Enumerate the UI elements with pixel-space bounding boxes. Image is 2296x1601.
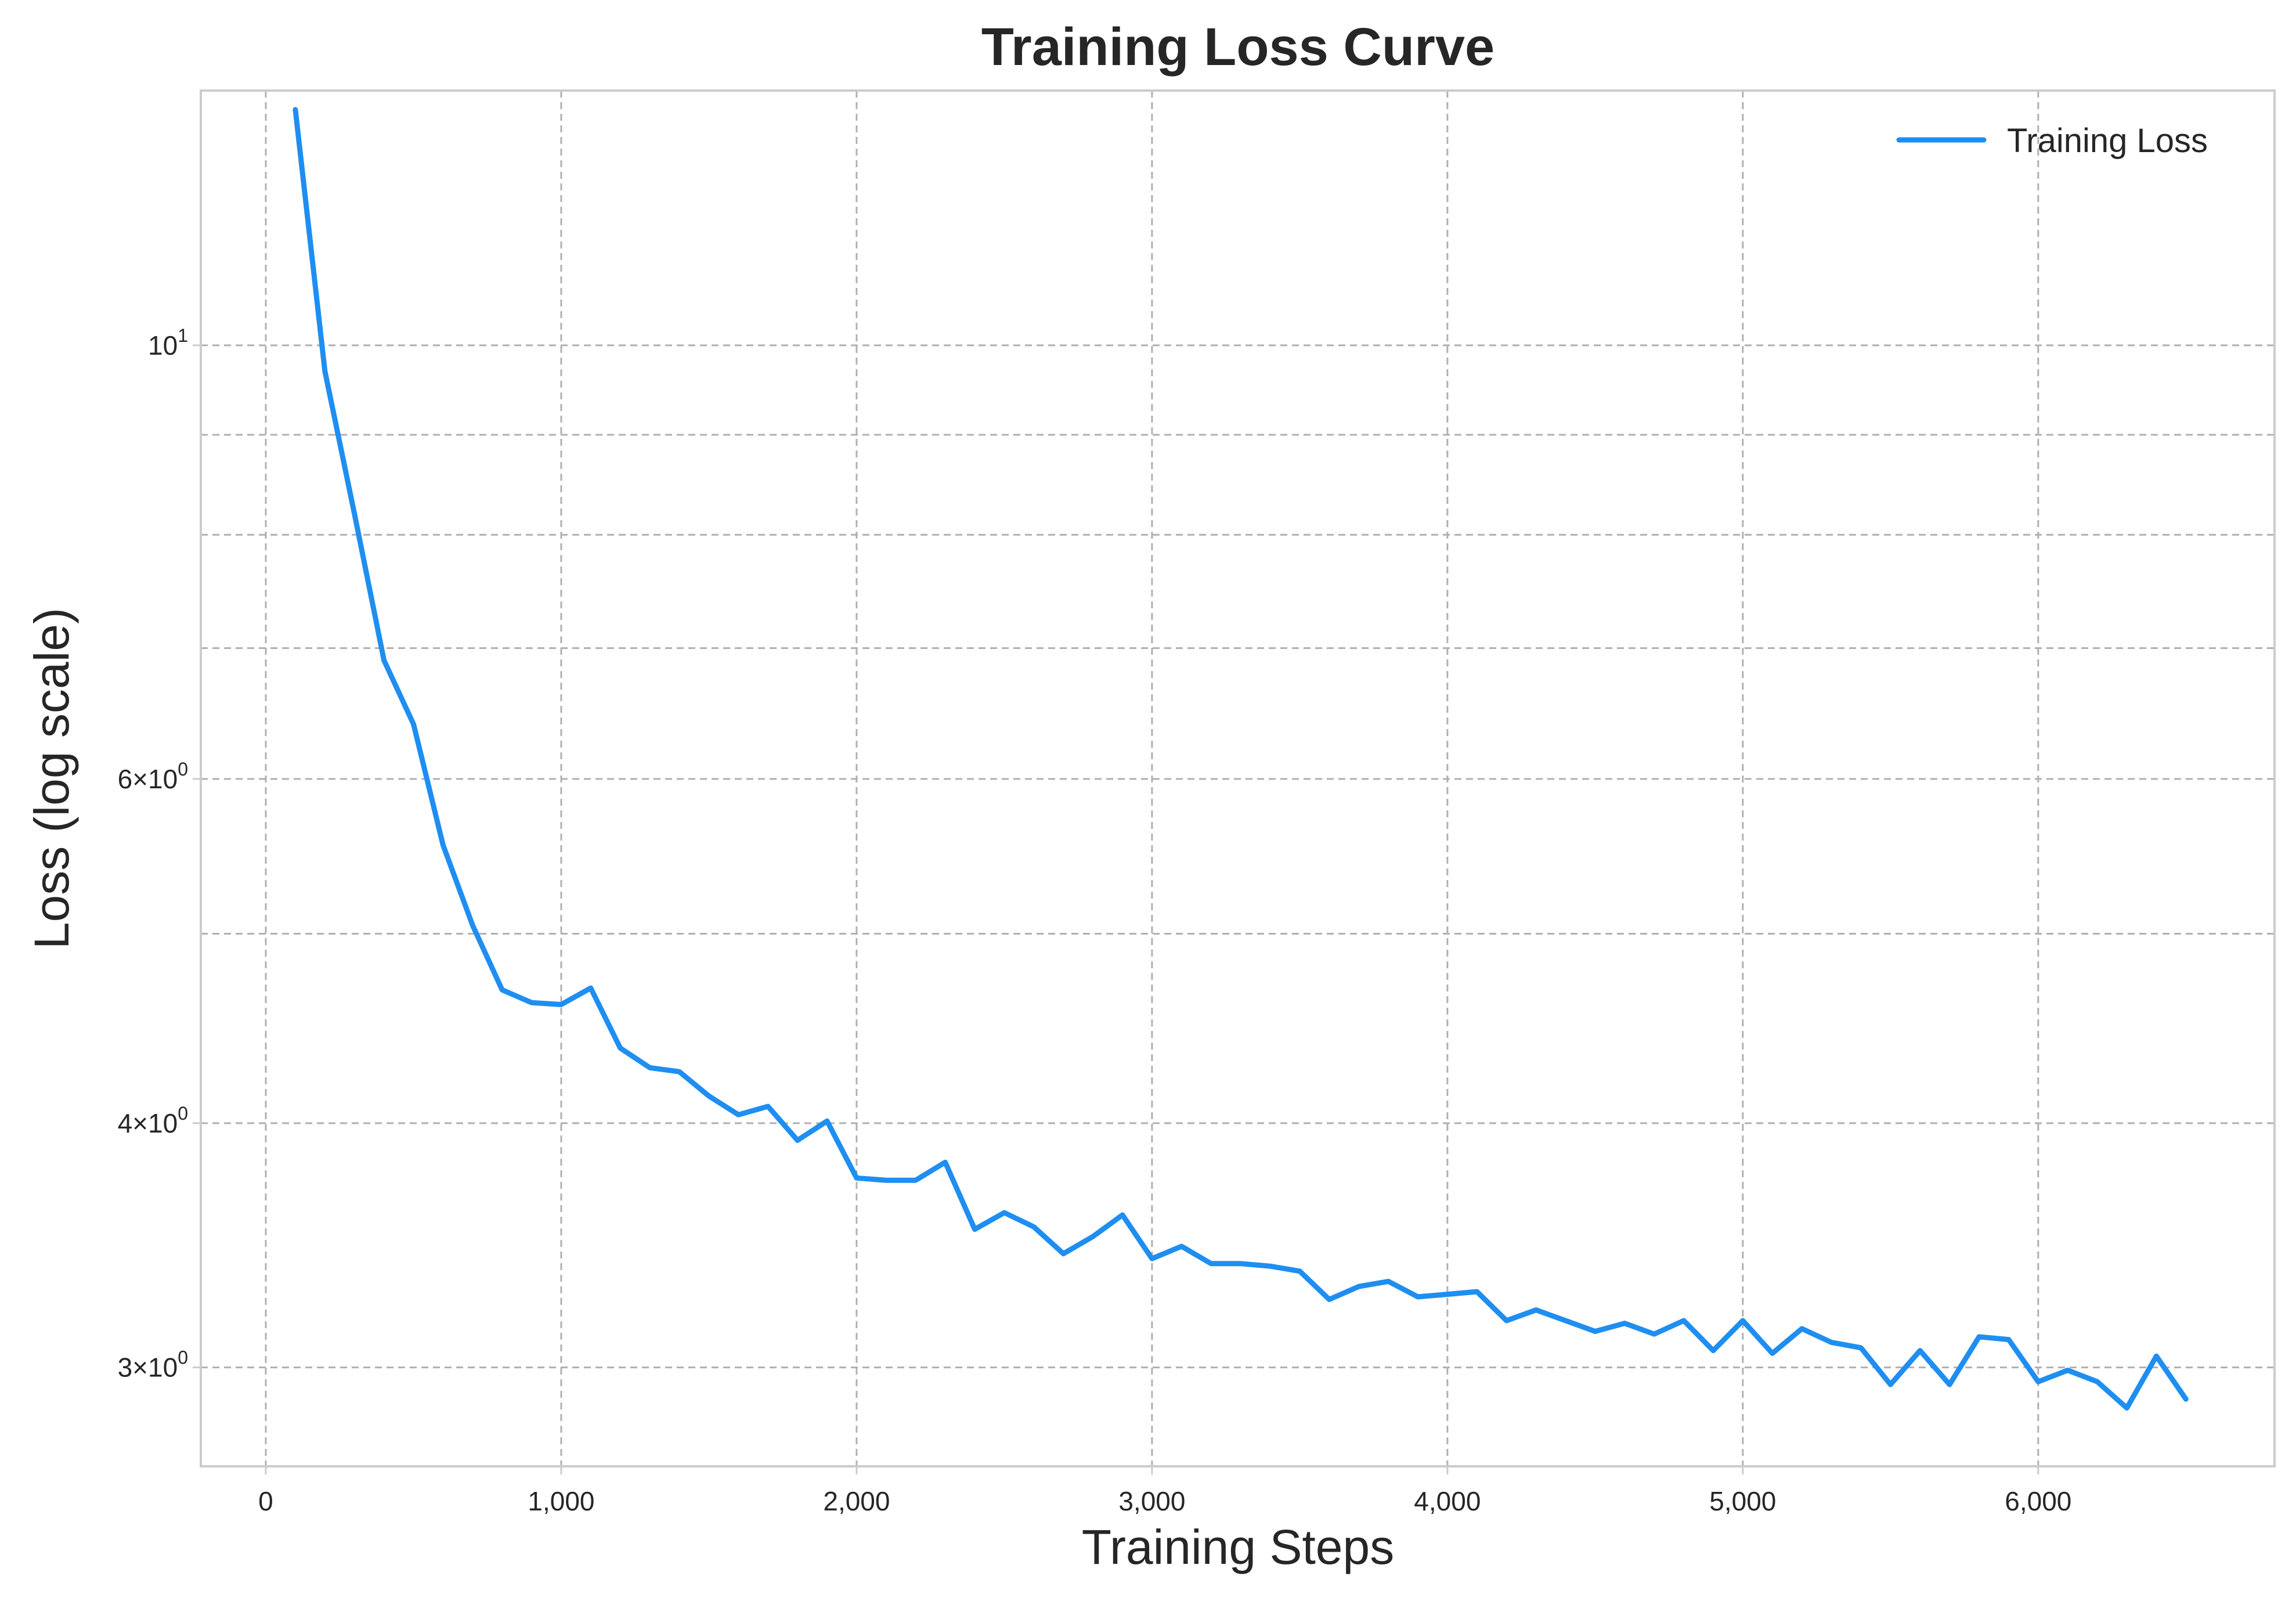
plot-frame xyxy=(200,89,2276,1467)
x-tick-label: 2,000 xyxy=(823,1486,890,1516)
data-point xyxy=(677,1069,683,1074)
chart-title: Training Loss Curve xyxy=(981,17,1494,77)
data-point xyxy=(2095,1379,2100,1384)
data-point xyxy=(1770,1350,1775,1356)
data-point xyxy=(2065,1368,2071,1373)
data-point xyxy=(883,1177,889,1183)
y-axis-ticks: 101 6×100 4×100 3×100 xyxy=(118,325,201,1383)
data-point xyxy=(618,1045,623,1051)
y-tick-label: 4×100 xyxy=(118,1103,188,1138)
data-point xyxy=(352,511,358,517)
data-point xyxy=(1799,1326,1805,1332)
data-point xyxy=(1356,1283,1362,1289)
legend-label: Training Loss xyxy=(2007,122,2208,160)
data-point xyxy=(440,842,446,848)
data-point xyxy=(293,107,298,113)
data-point xyxy=(588,985,594,991)
data-point xyxy=(2124,1405,2130,1411)
data-point xyxy=(1622,1321,1627,1326)
y-tick-label: 3×100 xyxy=(118,1347,188,1383)
data-point xyxy=(381,658,387,664)
data-point xyxy=(1238,1261,1244,1267)
y-axis-label: Loss (log scale) xyxy=(24,608,79,949)
data-point xyxy=(1504,1318,1510,1324)
series-points xyxy=(293,107,2189,1411)
data-point xyxy=(972,1227,978,1232)
grid xyxy=(201,91,2275,1466)
data-point xyxy=(735,1112,741,1117)
data-point xyxy=(1385,1278,1391,1284)
data-point xyxy=(1651,1331,1657,1337)
data-point xyxy=(1268,1263,1273,1269)
data-point xyxy=(647,1065,653,1070)
y-tick-label: 6×100 xyxy=(118,759,188,794)
data-point xyxy=(1740,1318,1746,1324)
x-axis-ticks: 0 1,000 2,000 3,000 4,000 5,000 6,000 xyxy=(258,1466,2071,1516)
x-axis-label: Training Steps xyxy=(1082,1520,1395,1574)
data-point xyxy=(1149,1256,1155,1261)
data-point xyxy=(765,1104,771,1109)
x-tick-label: 4,000 xyxy=(1414,1486,1481,1516)
data-point xyxy=(1326,1297,1332,1303)
data-point xyxy=(1208,1261,1214,1267)
data-point xyxy=(1415,1294,1421,1300)
data-point xyxy=(558,1002,564,1008)
data-point xyxy=(1563,1318,1569,1324)
data-point xyxy=(1060,1251,1066,1257)
data-point xyxy=(1947,1382,1952,1387)
data-point xyxy=(824,1118,830,1124)
data-point xyxy=(322,368,328,374)
x-tick-label: 5,000 xyxy=(1709,1486,1776,1516)
data-point xyxy=(1001,1210,1007,1216)
x-tick-label: 1,000 xyxy=(528,1486,594,1516)
data-point xyxy=(1445,1292,1450,1297)
data-point xyxy=(1829,1339,1835,1345)
data-point xyxy=(1031,1224,1037,1230)
y-tick-label: 101 xyxy=(148,325,188,360)
x-tick-label: 0 xyxy=(258,1486,273,1516)
x-tick-label: 3,000 xyxy=(1118,1486,1185,1516)
legend: Training Loss xyxy=(1896,122,2208,160)
data-point xyxy=(529,1000,535,1005)
data-point xyxy=(1090,1234,1096,1239)
data-point xyxy=(1179,1243,1185,1249)
data-point xyxy=(1120,1212,1125,1218)
series-line-training-loss xyxy=(293,107,2189,1411)
data-point xyxy=(2035,1379,2041,1384)
data-point xyxy=(854,1175,860,1181)
data-point xyxy=(1592,1329,1598,1335)
data-point xyxy=(795,1137,800,1143)
data-point xyxy=(1858,1345,1864,1351)
data-point xyxy=(943,1159,948,1165)
x-tick-label: 6,000 xyxy=(2005,1486,2071,1516)
data-point xyxy=(913,1177,919,1183)
data-point xyxy=(499,987,505,993)
data-point xyxy=(1917,1348,1923,1354)
data-point xyxy=(2006,1337,2012,1343)
data-point xyxy=(2183,1396,2189,1402)
data-point xyxy=(706,1093,712,1099)
data-point xyxy=(1297,1268,1302,1274)
data-point xyxy=(1681,1318,1687,1324)
data-point xyxy=(411,722,417,727)
data-point xyxy=(1976,1334,1982,1340)
data-point xyxy=(1533,1307,1539,1313)
data-point xyxy=(1474,1289,1480,1294)
data-point xyxy=(470,922,475,928)
data-point xyxy=(1887,1382,1893,1387)
data-point xyxy=(2153,1353,2159,1359)
data-point xyxy=(1710,1348,1716,1354)
